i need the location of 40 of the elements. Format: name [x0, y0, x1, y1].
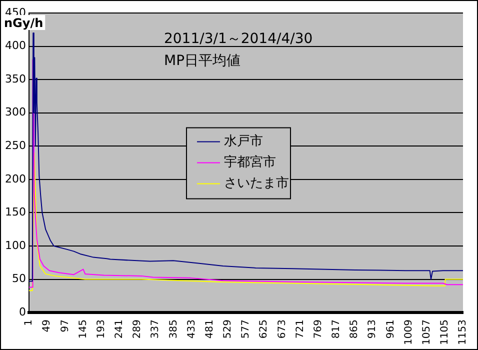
- y-tick-label: 100: [4, 238, 26, 252]
- x-tick-label: 1057: [421, 320, 432, 346]
- x-tick-label: 865: [349, 320, 360, 339]
- y-tick-label: 50: [12, 272, 26, 286]
- y-tick-label: 350: [4, 72, 26, 86]
- x-tick-label: 1009: [403, 320, 414, 346]
- x-tick-label: 1153: [458, 320, 469, 346]
- x-tick-label: 193: [96, 320, 107, 339]
- x-tick-label: 961: [385, 320, 396, 339]
- x-tick-label: 577: [240, 320, 252, 339]
- x-tick-label: 913: [367, 320, 378, 339]
- y-tick-label: 200: [4, 172, 26, 186]
- text: 2011/3/1～2014/4/30: [164, 31, 313, 47]
- x-tick-label: 289: [132, 320, 144, 339]
- x-tick-label: 337: [150, 320, 162, 339]
- legend-label: さいたま市: [224, 176, 289, 192]
- x-tick-label: 721: [294, 320, 306, 339]
- x-tick-label: 625: [258, 320, 270, 339]
- x-tick-label: 1: [24, 320, 35, 326]
- x-tick-label: 145: [78, 320, 89, 339]
- x-tick-label: 97: [60, 320, 71, 332]
- x-tick-label: 673: [276, 320, 288, 339]
- x-tick-label: 769: [312, 320, 324, 339]
- x-tick-label: 385: [168, 320, 180, 339]
- y-axis-title: nGy/h: [4, 16, 44, 30]
- x-tick-label: 481: [204, 320, 216, 339]
- x-tick-label: 529: [222, 320, 234, 339]
- x-tick-label: 1105: [440, 320, 451, 346]
- y-tick-label: 250: [4, 138, 26, 152]
- legend-label: 水戸市: [224, 134, 263, 150]
- x-tick-label: 241: [114, 320, 126, 339]
- y-tick-label: 150: [4, 206, 26, 219]
- text: MP日平均値: [164, 53, 241, 69]
- legend-label: 宇都宮市: [224, 154, 276, 170]
- x-tick-label: 49: [42, 320, 53, 332]
- y-tick-label: 300: [4, 106, 26, 119]
- x-tick-label: 817: [331, 320, 342, 339]
- y-tick-label: 400: [4, 39, 26, 52]
- y-tick-label: 0: [18, 305, 26, 318]
- x-tick-label: 433: [186, 320, 198, 339]
